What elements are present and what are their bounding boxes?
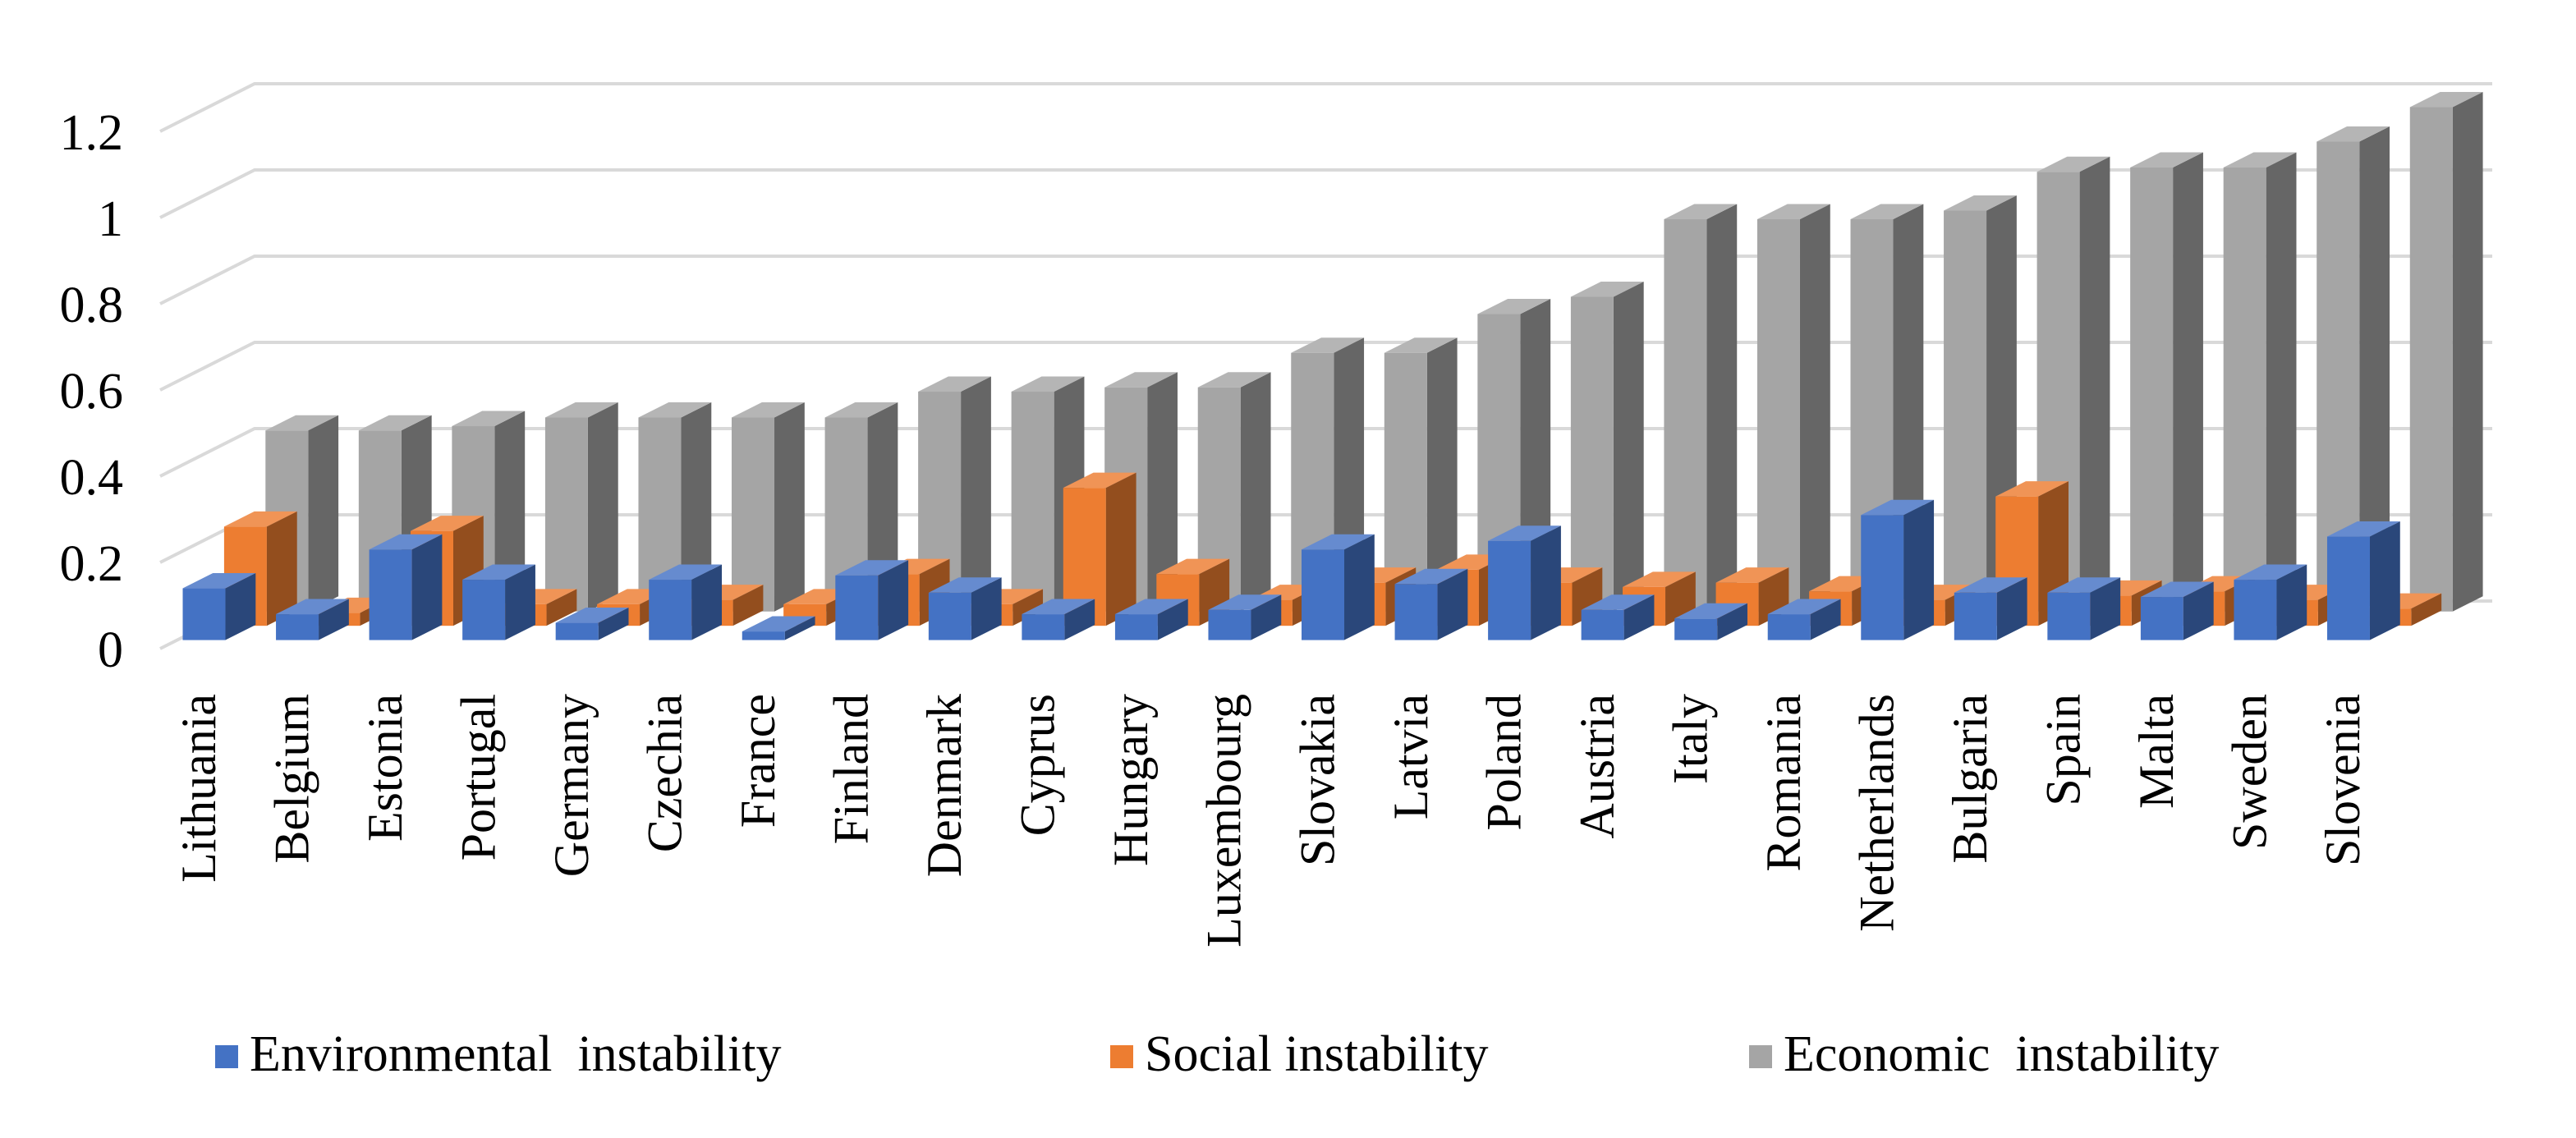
- x-tick-label: Malta: [2129, 694, 2183, 809]
- bar: [1664, 204, 1738, 612]
- y-tick-label: 0.6: [60, 364, 124, 420]
- gridline: [159, 255, 2492, 305]
- legend: Environmental instability Social instabil…: [215, 1026, 2219, 1082]
- y-tick-label: 0: [98, 622, 123, 678]
- gridline: [159, 82, 2492, 133]
- bar: [835, 560, 909, 640]
- legend-swatch: [215, 1045, 238, 1068]
- x-tick-label: Luxembourg: [1197, 694, 1251, 948]
- x-tick-label: Spain: [2036, 694, 2091, 806]
- bar: [462, 564, 535, 640]
- bar: [2047, 577, 2121, 640]
- legend-swatch: [1749, 1045, 1772, 1068]
- x-tick-label: Denmark: [917, 694, 971, 877]
- bar: [2140, 581, 2214, 640]
- bar: [2130, 152, 2203, 612]
- x-tick-label: Italy: [1663, 694, 1717, 784]
- bar: [742, 616, 815, 640]
- y-tick-label: 0.2: [60, 536, 124, 592]
- bar: [1114, 599, 1188, 640]
- bar: [1954, 577, 2027, 640]
- x-tick-label: Portugal: [451, 694, 505, 860]
- legend-item: Environmental instability: [215, 1026, 781, 1082]
- x-axis-tick-labels: Lithuania Belgium Estonia Portugal Germany Cz…: [172, 694, 2370, 948]
- x-tick-label: Austria: [1570, 694, 1624, 839]
- bar: [649, 564, 723, 640]
- legend-label: Social instability: [1145, 1026, 1488, 1082]
- y-tick-label: 1.2: [60, 105, 124, 161]
- bar: [1488, 525, 1561, 640]
- gridlines: [159, 82, 2492, 650]
- x-tick-label: Netherlands: [1850, 694, 1904, 932]
- bar: [544, 402, 618, 612]
- bars: [182, 91, 2483, 640]
- y-axis-tick-labels: 0 0.2 0.4 0.6 0.8 1 1.2: [60, 105, 124, 678]
- gridline: [159, 168, 2492, 219]
- y-tick-label: 0.4: [60, 450, 124, 506]
- legend-label: Environmental instability: [250, 1026, 781, 1082]
- x-tick-label: Bulgaria: [1943, 694, 1997, 864]
- legend-label: Economic instability: [1784, 1026, 2219, 1082]
- x-tick-label: Sweden: [2223, 694, 2277, 850]
- legend-item: Economic instability: [1749, 1026, 2219, 1082]
- x-tick-label: Belgium: [264, 694, 319, 864]
- x-tick-label: Cyprus: [1011, 694, 1065, 836]
- bar: [182, 573, 256, 640]
- bar: [2234, 564, 2307, 640]
- x-tick-label: Lithuania: [172, 694, 226, 883]
- x-tick-label: Estonia: [358, 694, 412, 842]
- bar: [369, 534, 443, 640]
- y-tick-label: 0.8: [60, 278, 124, 333]
- bar: [1570, 281, 1644, 612]
- x-tick-label: Slovenia: [2316, 694, 2370, 866]
- legend-swatch: [1110, 1045, 1133, 1068]
- x-tick-label: Romania: [1756, 694, 1811, 872]
- bar: [732, 402, 805, 612]
- bar: [1581, 594, 1655, 640]
- bar: [1394, 568, 1468, 640]
- y-tick-label: 1: [98, 191, 123, 247]
- bar: [2409, 91, 2483, 612]
- bar: [276, 599, 349, 640]
- legend-item: Social instability: [1110, 1026, 1488, 1082]
- bar: [2223, 152, 2297, 612]
- x-tick-label: France: [731, 694, 785, 828]
- gridline: [159, 341, 2492, 392]
- x-tick-label: Hungary: [1104, 694, 1158, 866]
- bar: [1767, 599, 1841, 640]
- x-tick-label: Czechia: [637, 694, 691, 852]
- x-tick-label: Poland: [1476, 694, 1531, 831]
- x-tick-label: Finland: [824, 694, 879, 844]
- bar: [1208, 594, 1282, 640]
- bar: [1302, 534, 1375, 640]
- bar: [1861, 499, 1935, 640]
- bar: [555, 608, 629, 640]
- bar: [1756, 204, 1830, 612]
- bar: [1674, 603, 1747, 640]
- x-tick-label: Slovakia: [1290, 694, 1344, 866]
- x-tick-label: Germany: [544, 694, 599, 877]
- x-tick-label: Latvia: [1384, 694, 1438, 819]
- bar: [1022, 599, 1095, 640]
- bar: [928, 577, 1002, 640]
- gridline: [159, 427, 2492, 478]
- bar: [2326, 521, 2400, 640]
